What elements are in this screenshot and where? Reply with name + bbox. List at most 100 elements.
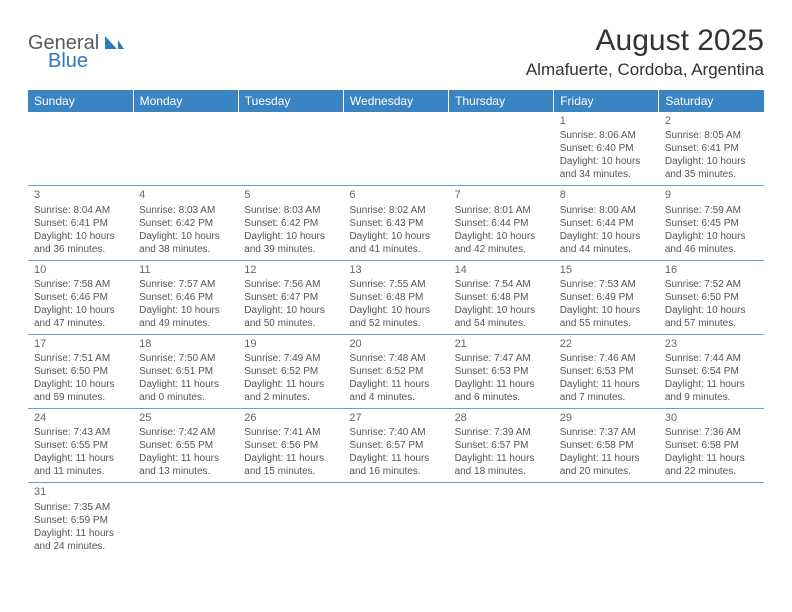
- day-daylight2: and 36 minutes.: [34, 243, 127, 256]
- day-daylight2: and 55 minutes.: [560, 317, 653, 330]
- day-sunrise: Sunrise: 7:46 AM: [560, 352, 653, 365]
- sail-icon: [103, 34, 125, 52]
- day-daylight2: and 42 minutes.: [455, 243, 548, 256]
- day-sunrise: Sunrise: 8:06 AM: [560, 129, 653, 142]
- day-daylight1: Daylight: 11 hours: [349, 452, 442, 465]
- day-sunrise: Sunrise: 7:35 AM: [34, 501, 127, 514]
- day-daylight1: Daylight: 10 hours: [560, 304, 653, 317]
- day-sunset: Sunset: 6:55 PM: [139, 439, 232, 452]
- day-sunrise: Sunrise: 8:00 AM: [560, 204, 653, 217]
- day-sunset: Sunset: 6:53 PM: [455, 365, 548, 378]
- day-daylight1: Daylight: 10 hours: [455, 230, 548, 243]
- day-sunrise: Sunrise: 7:58 AM: [34, 278, 127, 291]
- calendar-day-cell: 27Sunrise: 7:40 AMSunset: 6:57 PMDayligh…: [343, 409, 448, 483]
- day-sunset: Sunset: 6:45 PM: [665, 217, 758, 230]
- day-sunrise: Sunrise: 7:49 AM: [244, 352, 337, 365]
- calendar-day-cell: 16Sunrise: 7:52 AMSunset: 6:50 PMDayligh…: [659, 260, 764, 334]
- day-daylight2: and 54 minutes.: [455, 317, 548, 330]
- calendar-day-cell: 2Sunrise: 8:05 AMSunset: 6:41 PMDaylight…: [659, 112, 764, 186]
- day-sunset: Sunset: 6:42 PM: [139, 217, 232, 230]
- calendar-day-cell: 31Sunrise: 7:35 AMSunset: 6:59 PMDayligh…: [28, 483, 133, 557]
- day-daylight1: Daylight: 10 hours: [139, 304, 232, 317]
- calendar-day-cell: 10Sunrise: 7:58 AMSunset: 6:46 PMDayligh…: [28, 260, 133, 334]
- day-sunset: Sunset: 6:58 PM: [560, 439, 653, 452]
- calendar-day-cell: 23Sunrise: 7:44 AMSunset: 6:54 PMDayligh…: [659, 334, 764, 408]
- day-number: 7: [455, 188, 548, 202]
- day-sunrise: Sunrise: 8:03 AM: [244, 204, 337, 217]
- location: Almafuerte, Cordoba, Argentina: [526, 60, 764, 80]
- day-daylight1: Daylight: 11 hours: [34, 452, 127, 465]
- day-daylight2: and 49 minutes.: [139, 317, 232, 330]
- day-daylight1: Daylight: 10 hours: [349, 304, 442, 317]
- day-sunset: Sunset: 6:41 PM: [665, 142, 758, 155]
- day-daylight1: Daylight: 10 hours: [665, 304, 758, 317]
- day-number: 15: [560, 263, 653, 277]
- day-daylight2: and 22 minutes.: [665, 465, 758, 478]
- calendar-day-cell: 21Sunrise: 7:47 AMSunset: 6:53 PMDayligh…: [449, 334, 554, 408]
- calendar-day-cell: 30Sunrise: 7:36 AMSunset: 6:58 PMDayligh…: [659, 409, 764, 483]
- day-number: 26: [244, 411, 337, 425]
- day-sunset: Sunset: 6:43 PM: [349, 217, 442, 230]
- calendar-day-cell: 5Sunrise: 8:03 AMSunset: 6:42 PMDaylight…: [238, 186, 343, 260]
- day-sunrise: Sunrise: 7:44 AM: [665, 352, 758, 365]
- day-sunset: Sunset: 6:53 PM: [560, 365, 653, 378]
- day-number: 13: [349, 263, 442, 277]
- calendar-day-cell: 25Sunrise: 7:42 AMSunset: 6:55 PMDayligh…: [133, 409, 238, 483]
- day-daylight1: Daylight: 10 hours: [455, 304, 548, 317]
- day-daylight1: Daylight: 11 hours: [560, 452, 653, 465]
- day-daylight2: and 35 minutes.: [665, 168, 758, 181]
- day-daylight2: and 9 minutes.: [665, 391, 758, 404]
- calendar-day-cell: 15Sunrise: 7:53 AMSunset: 6:49 PMDayligh…: [554, 260, 659, 334]
- day-sunrise: Sunrise: 8:05 AM: [665, 129, 758, 142]
- day-sunrise: Sunrise: 8:04 AM: [34, 204, 127, 217]
- day-number: 20: [349, 337, 442, 351]
- day-daylight1: Daylight: 10 hours: [349, 230, 442, 243]
- day-sunrise: Sunrise: 7:37 AM: [560, 426, 653, 439]
- day-sunrise: Sunrise: 7:50 AM: [139, 352, 232, 365]
- day-sunrise: Sunrise: 7:55 AM: [349, 278, 442, 291]
- calendar-day-cell: 6Sunrise: 8:02 AMSunset: 6:43 PMDaylight…: [343, 186, 448, 260]
- day-sunrise: Sunrise: 7:36 AM: [665, 426, 758, 439]
- calendar-day-cell: 11Sunrise: 7:57 AMSunset: 6:46 PMDayligh…: [133, 260, 238, 334]
- day-number: 5: [244, 188, 337, 202]
- day-number: 14: [455, 263, 548, 277]
- day-number: 25: [139, 411, 232, 425]
- day-daylight2: and 44 minutes.: [560, 243, 653, 256]
- day-daylight1: Daylight: 10 hours: [244, 304, 337, 317]
- day-daylight2: and 47 minutes.: [34, 317, 127, 330]
- day-sunrise: Sunrise: 7:41 AM: [244, 426, 337, 439]
- day-number: 12: [244, 263, 337, 277]
- day-sunset: Sunset: 6:44 PM: [455, 217, 548, 230]
- day-sunset: Sunset: 6:48 PM: [455, 291, 548, 304]
- day-daylight2: and 6 minutes.: [455, 391, 548, 404]
- day-daylight1: Daylight: 10 hours: [34, 304, 127, 317]
- day-sunrise: Sunrise: 7:43 AM: [34, 426, 127, 439]
- day-daylight1: Daylight: 10 hours: [560, 230, 653, 243]
- day-daylight1: Daylight: 11 hours: [665, 452, 758, 465]
- calendar-day-cell: [343, 483, 448, 557]
- day-number: 22: [560, 337, 653, 351]
- weekday-header: Friday: [554, 90, 659, 112]
- day-number: 28: [455, 411, 548, 425]
- day-sunset: Sunset: 6:44 PM: [560, 217, 653, 230]
- calendar-day-cell: [554, 483, 659, 557]
- calendar-day-cell: [238, 112, 343, 186]
- day-sunset: Sunset: 6:58 PM: [665, 439, 758, 452]
- day-number: 18: [139, 337, 232, 351]
- weekday-header: Saturday: [659, 90, 764, 112]
- calendar-week-row: 17Sunrise: 7:51 AMSunset: 6:50 PMDayligh…: [28, 334, 764, 408]
- day-daylight1: Daylight: 10 hours: [139, 230, 232, 243]
- calendar-day-cell: 24Sunrise: 7:43 AMSunset: 6:55 PMDayligh…: [28, 409, 133, 483]
- day-daylight1: Daylight: 11 hours: [34, 527, 127, 540]
- weekday-header: Tuesday: [238, 90, 343, 112]
- day-daylight2: and 4 minutes.: [349, 391, 442, 404]
- calendar-day-cell: 29Sunrise: 7:37 AMSunset: 6:58 PMDayligh…: [554, 409, 659, 483]
- day-sunset: Sunset: 6:47 PM: [244, 291, 337, 304]
- day-daylight2: and 20 minutes.: [560, 465, 653, 478]
- day-sunset: Sunset: 6:52 PM: [244, 365, 337, 378]
- day-daylight2: and 59 minutes.: [34, 391, 127, 404]
- day-sunset: Sunset: 6:55 PM: [34, 439, 127, 452]
- day-number: 1: [560, 114, 653, 128]
- calendar-day-cell: 14Sunrise: 7:54 AMSunset: 6:48 PMDayligh…: [449, 260, 554, 334]
- day-number: 4: [139, 188, 232, 202]
